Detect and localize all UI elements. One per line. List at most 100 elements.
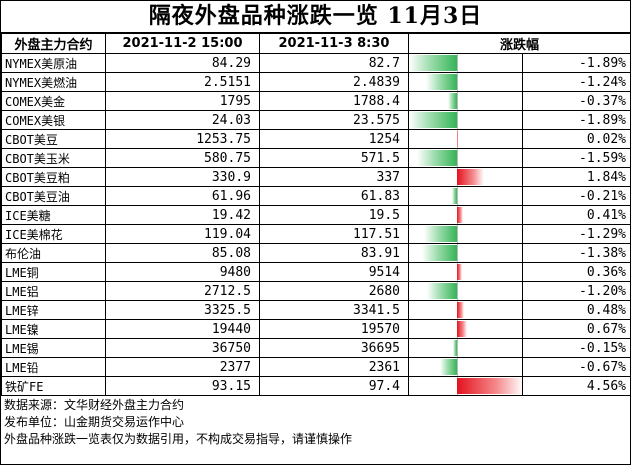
bar-axis xyxy=(457,149,458,167)
table-row: COMEX美金 1795 1788.4 -0.37% xyxy=(1,91,631,111)
table-row: LME铜 9480 9514 0.36% xyxy=(1,262,631,282)
change-bar xyxy=(457,207,463,223)
change-bar xyxy=(453,340,457,356)
table-row: CBOT美豆粕 330.9 337 1.84% xyxy=(1,167,631,187)
change-bar xyxy=(457,302,464,318)
curr-price: 3341.5 xyxy=(259,300,409,320)
change-percent: 0.48% xyxy=(521,300,631,320)
bar-axis xyxy=(457,282,458,300)
bar-axis xyxy=(457,73,458,91)
change-bar-cell xyxy=(408,319,523,339)
change-bar xyxy=(422,245,457,261)
change-bar xyxy=(424,226,457,242)
footer-line: 发布单位：山金期货交易运作中心 xyxy=(4,415,185,429)
table-row: LME铅 2377 2361 -0.67% xyxy=(1,357,631,377)
table-header-row: 外盘主力合约 2021-11-2 15:00 2021-11-3 8:30 涨跌… xyxy=(1,33,631,54)
contract-name: LME铅 xyxy=(1,357,106,377)
change-bar xyxy=(452,188,457,204)
bar-axis xyxy=(457,92,458,110)
contract-name: NYMEX美燃油 xyxy=(1,72,106,92)
bar-axis xyxy=(457,358,458,376)
table-row: LME铝 2712.5 2680 -1.20% xyxy=(1,281,631,301)
change-percent: -0.37% xyxy=(521,91,631,111)
contract-name: NYMEX美原油 xyxy=(1,53,106,73)
change-bar-cell xyxy=(408,129,523,149)
change-percent: 0.02% xyxy=(521,129,631,149)
change-percent: -0.21% xyxy=(521,186,631,206)
curr-price: 1254 xyxy=(259,129,409,149)
curr-price: 19570 xyxy=(259,319,409,339)
prev-price: 2377 xyxy=(105,357,260,377)
contract-name: ICE美糖 xyxy=(1,205,106,225)
change-bar-cell xyxy=(408,91,523,111)
change-bar-cell xyxy=(408,357,523,377)
table-row: COMEX美银 24.03 23.575 -1.89% xyxy=(1,110,631,130)
footer-line: 外盘品种涨跌一览表仅为数据引用，不构成交易指导，请谨慎操作 xyxy=(4,432,353,446)
change-bar xyxy=(457,321,467,337)
table-row: LME锡 36750 36695 -0.15% xyxy=(1,338,631,358)
prev-price: 19.42 xyxy=(105,205,260,225)
table-row: 铁矿FE 93.15 97.4 4.56% xyxy=(1,376,631,396)
change-percent: -1.24% xyxy=(521,72,631,92)
change-percent: -0.15% xyxy=(521,338,631,358)
change-bar-cell xyxy=(408,53,523,73)
prev-price: 61.96 xyxy=(105,186,260,206)
table-row: LME镍 19440 19570 0.67% xyxy=(1,319,631,339)
change-bar-cell xyxy=(408,300,523,320)
change-percent: 0.41% xyxy=(521,205,631,225)
prev-price: 84.29 xyxy=(105,53,260,73)
change-bar xyxy=(409,112,457,128)
change-bar xyxy=(448,93,457,109)
curr-price: 9514 xyxy=(259,262,409,282)
table-row: LME锌 3325.5 3341.5 0.48% xyxy=(1,300,631,320)
table-body: NYMEX美原油 84.29 82.7 -1.89% NYMEX美燃油 2.5151 2.4… xyxy=(1,53,631,396)
prev-price: 85.08 xyxy=(105,243,260,263)
change-bar xyxy=(457,264,462,280)
table-row: 布伦油 85.08 83.91 -1.38% xyxy=(1,243,631,263)
curr-price: 1788.4 xyxy=(259,91,409,111)
contract-name: CBOT美玉米 xyxy=(1,148,106,168)
table-row: CBOT美豆 1253.75 1254 0.02% xyxy=(1,129,631,149)
change-percent: 0.67% xyxy=(521,319,631,339)
header-prev: 2021-11-2 15:00 xyxy=(105,33,260,54)
prev-price: 19440 xyxy=(105,319,260,339)
change-bar-cell xyxy=(408,205,523,225)
change-bar-cell xyxy=(408,243,523,263)
change-percent: -1.38% xyxy=(521,243,631,263)
prev-price: 36750 xyxy=(105,338,260,358)
table-row: NYMEX美原油 84.29 82.7 -1.89% xyxy=(1,53,631,73)
curr-price: 19.5 xyxy=(259,205,409,225)
contract-name: LME铝 xyxy=(1,281,106,301)
contract-name: COMEX美金 xyxy=(1,91,106,111)
change-bar xyxy=(426,74,457,90)
prev-price: 2712.5 xyxy=(105,281,260,301)
change-bar xyxy=(457,378,522,394)
change-percent: -0.67% xyxy=(521,357,631,377)
prev-price: 1795 xyxy=(105,91,260,111)
curr-price: 117.51 xyxy=(259,224,409,244)
change-percent: -1.89% xyxy=(521,110,631,130)
page-title: 隔夜外盘品种涨跌一览 11月3日 xyxy=(1,1,630,33)
curr-price: 23.575 xyxy=(259,110,409,130)
table-row: CBOT美玉米 580.75 571.5 -1.59% xyxy=(1,148,631,168)
curr-price: 2361 xyxy=(259,357,409,377)
table-row: NYMEX美燃油 2.5151 2.4839 -1.24% xyxy=(1,72,631,92)
header-name: 外盘主力合约 xyxy=(1,33,106,54)
contract-name: 布伦油 xyxy=(1,243,106,263)
contract-name: LME镍 xyxy=(1,319,106,339)
change-bar xyxy=(427,283,457,299)
prev-price: 119.04 xyxy=(105,224,260,244)
table-row: ICE美糖 19.42 19.5 0.41% xyxy=(1,205,631,225)
prev-price: 9480 xyxy=(105,262,260,282)
prev-price: 24.03 xyxy=(105,110,260,130)
contract-name: 铁矿FE xyxy=(1,376,106,396)
change-percent: 4.56% xyxy=(521,376,631,396)
bar-axis xyxy=(457,111,458,129)
curr-price: 97.4 xyxy=(259,376,409,396)
curr-price: 2.4839 xyxy=(259,72,409,92)
change-bar-cell xyxy=(408,72,523,92)
curr-price: 82.7 xyxy=(259,53,409,73)
change-bar xyxy=(457,131,458,147)
curr-price: 2680 xyxy=(259,281,409,301)
contract-name: LME锡 xyxy=(1,338,106,358)
